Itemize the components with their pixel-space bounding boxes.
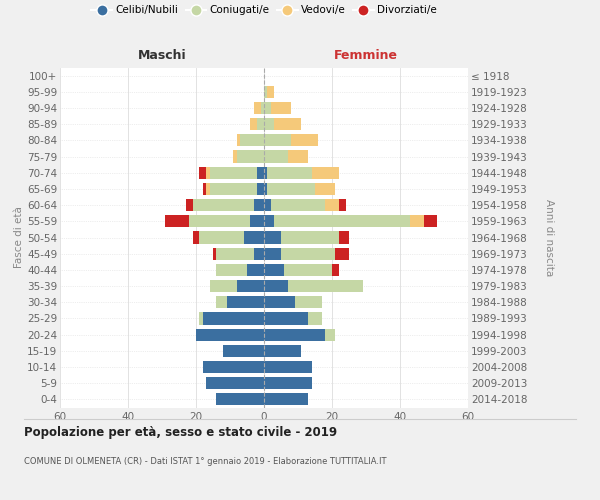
Bar bbox=[237, 280, 264, 292]
Y-axis label: Fasce di età: Fasce di età bbox=[14, 206, 24, 268]
Bar bbox=[281, 248, 335, 260]
Bar bbox=[268, 86, 274, 98]
Bar bbox=[254, 199, 264, 211]
Bar bbox=[335, 248, 349, 260]
Bar bbox=[264, 118, 274, 130]
Bar bbox=[295, 296, 322, 308]
Bar bbox=[217, 394, 264, 406]
Bar bbox=[339, 199, 346, 211]
Bar bbox=[217, 264, 247, 276]
Bar bbox=[237, 134, 240, 146]
Bar bbox=[274, 118, 301, 130]
Bar bbox=[284, 264, 332, 276]
Bar bbox=[264, 134, 291, 146]
Bar bbox=[264, 394, 308, 406]
Bar bbox=[189, 215, 250, 228]
Bar bbox=[264, 248, 281, 260]
Bar bbox=[264, 150, 288, 162]
Bar bbox=[247, 264, 264, 276]
Bar bbox=[237, 150, 264, 162]
Bar bbox=[291, 134, 319, 146]
Bar bbox=[206, 166, 209, 179]
Bar bbox=[203, 183, 206, 195]
Bar bbox=[257, 183, 264, 195]
Bar bbox=[410, 215, 424, 228]
Bar bbox=[203, 312, 264, 324]
Bar bbox=[206, 377, 264, 390]
Bar bbox=[209, 183, 257, 195]
Bar bbox=[199, 166, 206, 179]
Legend: Celibi/Nubili, Coniugati/e, Vedovi/e, Divorziati/e: Celibi/Nubili, Coniugati/e, Vedovi/e, Di… bbox=[91, 5, 437, 15]
Bar bbox=[213, 248, 217, 260]
Bar bbox=[311, 166, 339, 179]
Bar bbox=[206, 183, 209, 195]
Bar bbox=[199, 232, 244, 243]
Bar bbox=[264, 328, 325, 340]
Bar bbox=[199, 312, 203, 324]
Bar bbox=[271, 102, 291, 114]
Bar bbox=[166, 215, 189, 228]
Bar bbox=[339, 232, 349, 243]
Bar bbox=[308, 312, 322, 324]
Bar bbox=[325, 328, 335, 340]
Bar bbox=[268, 183, 315, 195]
Bar bbox=[250, 118, 257, 130]
Bar bbox=[288, 280, 362, 292]
Bar bbox=[264, 183, 268, 195]
Bar bbox=[271, 199, 325, 211]
Bar bbox=[274, 215, 410, 228]
Bar bbox=[264, 215, 274, 228]
Bar bbox=[325, 199, 339, 211]
Bar bbox=[264, 166, 268, 179]
Text: COMUNE DI OLMENETA (CR) - Dati ISTAT 1° gennaio 2019 - Elaborazione TUTTITALIA.I: COMUNE DI OLMENETA (CR) - Dati ISTAT 1° … bbox=[24, 458, 386, 466]
Bar bbox=[264, 102, 271, 114]
Bar bbox=[268, 166, 311, 179]
Bar bbox=[288, 150, 308, 162]
Bar bbox=[233, 150, 237, 162]
Y-axis label: Anni di nascita: Anni di nascita bbox=[544, 199, 554, 276]
Bar bbox=[193, 232, 199, 243]
Bar bbox=[254, 248, 264, 260]
Bar bbox=[424, 215, 437, 228]
Bar bbox=[217, 248, 254, 260]
Bar bbox=[257, 166, 264, 179]
Bar bbox=[209, 280, 237, 292]
Bar bbox=[193, 199, 254, 211]
Bar bbox=[264, 86, 268, 98]
Bar bbox=[264, 296, 295, 308]
Bar bbox=[264, 199, 271, 211]
Bar bbox=[223, 345, 264, 357]
Bar bbox=[264, 361, 311, 373]
Bar bbox=[332, 264, 339, 276]
Bar bbox=[244, 232, 264, 243]
Bar bbox=[264, 345, 301, 357]
Bar bbox=[217, 296, 227, 308]
Bar bbox=[264, 377, 311, 390]
Bar bbox=[264, 264, 284, 276]
Bar bbox=[203, 361, 264, 373]
Bar bbox=[264, 312, 308, 324]
Bar bbox=[315, 183, 335, 195]
Bar bbox=[254, 102, 260, 114]
Bar bbox=[260, 102, 264, 114]
Bar bbox=[196, 328, 264, 340]
Text: Femmine: Femmine bbox=[334, 50, 398, 62]
Text: Maschi: Maschi bbox=[137, 50, 187, 62]
Bar bbox=[281, 232, 339, 243]
Text: Popolazione per età, sesso e stato civile - 2019: Popolazione per età, sesso e stato civil… bbox=[24, 426, 337, 439]
Bar bbox=[257, 118, 264, 130]
Bar bbox=[264, 232, 281, 243]
Bar bbox=[227, 296, 264, 308]
Bar bbox=[186, 199, 193, 211]
Bar bbox=[240, 134, 264, 146]
Bar bbox=[264, 280, 288, 292]
Bar bbox=[250, 215, 264, 228]
Bar bbox=[209, 166, 257, 179]
